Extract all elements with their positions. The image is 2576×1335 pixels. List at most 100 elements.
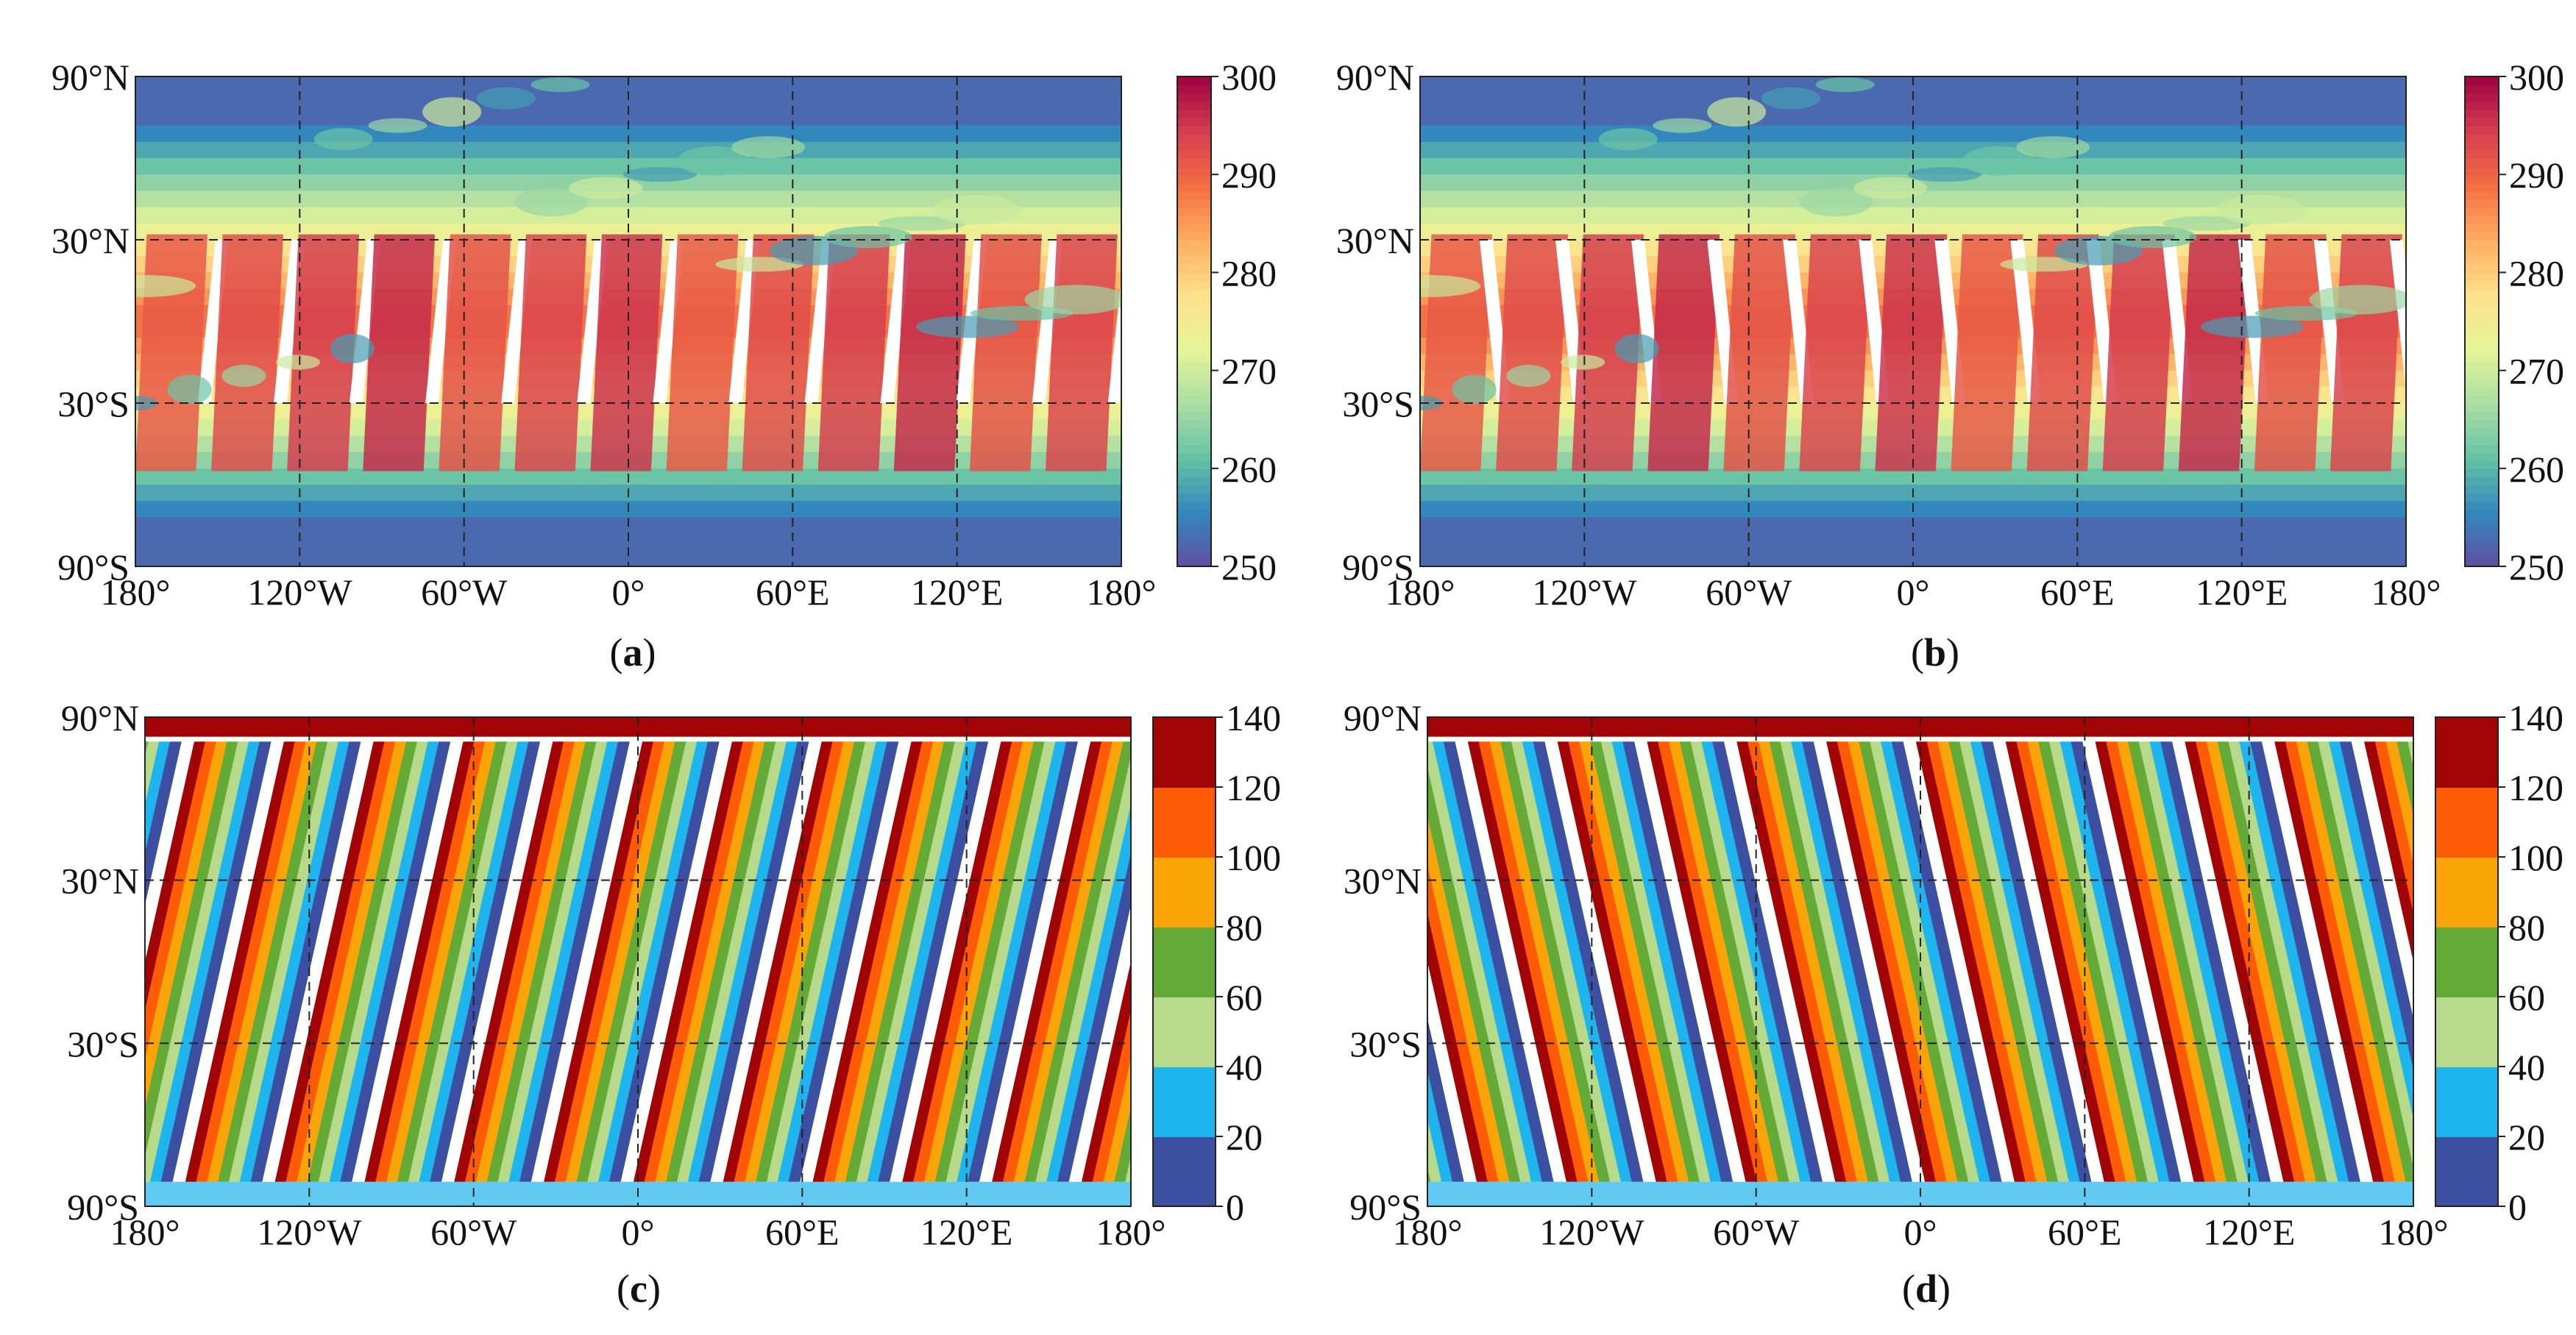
colorbar-segment (1177, 272, 1211, 282)
warm-swath (2102, 234, 2175, 471)
colorbar-segment (1177, 223, 1211, 232)
colorbar-segment (2465, 182, 2499, 192)
orbit-band (576, 741, 687, 1182)
colorbar-tick-label: 250 (2509, 547, 2564, 588)
orbit-band (992, 741, 1102, 1182)
orbit-band (633, 741, 744, 1182)
colorbar-segment (2465, 501, 2499, 510)
warm-swath (2178, 234, 2251, 471)
orbit-band (2027, 741, 2138, 1182)
colorbar-tick-label: 280 (2509, 252, 2564, 293)
orbit-band (968, 741, 1078, 1182)
panel-letter: b (1924, 630, 1946, 674)
orbit-band (1002, 741, 1113, 1182)
orbit-band (608, 741, 720, 1182)
colorbar-segment (1177, 133, 1211, 143)
orbit-band (2196, 741, 2306, 1182)
colorbar-segment (2435, 1136, 2498, 1207)
orbit-band (145, 741, 182, 905)
orbit-band (812, 741, 923, 1182)
orbit-band (308, 741, 418, 1182)
x-tick-label: 60°W (430, 1211, 517, 1253)
orbit-band (519, 741, 630, 1182)
colorbar-segment (1153, 717, 1216, 788)
colorbar-tick-label: 120 (1226, 767, 1281, 808)
panel-letter: a (623, 630, 643, 674)
y-tick-label: 90°N (1336, 57, 1414, 98)
x-tick-label: 60°E (2040, 572, 2115, 613)
orbit-band (185, 741, 296, 1182)
colorbar-segment (1177, 444, 1211, 453)
colorbar-segment (1177, 288, 1211, 298)
orbit-band (1125, 1156, 1131, 1182)
orbit-band (1046, 804, 1131, 1182)
colorbar-segment (1177, 199, 1211, 208)
colorbar-segment (1177, 558, 1211, 567)
orbit-band (1427, 1018, 1464, 1182)
cloud-streak (1452, 374, 1497, 405)
orbit-band (196, 741, 307, 1182)
cloud-streak (476, 87, 536, 110)
warm-swath (363, 234, 436, 471)
plot-area-a (135, 76, 1121, 566)
x-tick-label: 120°W (1539, 1211, 1644, 1253)
x-tick-label: 60°E (2048, 1211, 2122, 1253)
orbit-band (2016, 741, 2127, 1182)
temperature-band (135, 533, 1121, 551)
orbit-band (1959, 741, 2070, 1182)
cloud-streak (1420, 396, 1442, 410)
colorbar-segment (2465, 362, 2499, 371)
colorbar-segment (1177, 101, 1211, 110)
orbit-band (2206, 741, 2317, 1182)
orbit-band (2005, 741, 2116, 1182)
x-tick-label: 0° (1897, 572, 1930, 613)
colorbar-segment (2465, 452, 2499, 461)
colorbar-segment (2465, 125, 2499, 135)
cloud-streak (622, 167, 697, 182)
warm-swath (1572, 234, 1644, 471)
orbit-band (1826, 741, 1937, 1182)
warm-swath (666, 234, 739, 471)
orbit-band (218, 741, 328, 1182)
orbit-band (145, 741, 149, 760)
colorbar-segment (2465, 435, 2499, 445)
orbit-band (1915, 741, 2026, 1182)
colorbar-segment (2465, 264, 2499, 274)
panel-label-c: (c) (617, 1267, 661, 1311)
colorbar-segment (2465, 191, 2499, 200)
colorbar-segment (2435, 857, 2498, 928)
colorbar-segment (2465, 346, 2499, 355)
orbit-band (2565, 741, 2576, 1182)
orbit-band (1568, 741, 1679, 1182)
cloud-streak (915, 316, 1019, 338)
orbit-band (1758, 741, 1869, 1182)
orbit-band (1848, 741, 1959, 1182)
orbit-band (2329, 741, 2413, 1119)
colorbar-tick-label: 290 (1221, 154, 1277, 196)
colorbar-segment (2465, 485, 2499, 494)
colorbar-tick-label: 140 (2508, 697, 2563, 738)
orbit-band (834, 741, 945, 1182)
colorbar-segment (1153, 927, 1216, 997)
orbit-band (1791, 741, 1902, 1182)
orbit-band (486, 741, 597, 1182)
x-tick-label: 60°W (1713, 1211, 1800, 1253)
orbit-band (1736, 741, 1848, 1182)
warm-swath (135, 234, 207, 471)
orbit-band (2149, 741, 2260, 1182)
panel-d: 180° 120°W 60°W 0° 60°E 120°E 180° 90°N 30°N 30°S… (1344, 697, 2576, 1311)
orbit-band (734, 741, 845, 1182)
colorbar-segment (1177, 85, 1211, 94)
orbit-band (497, 741, 608, 1182)
x-tick-label: 0° (612, 572, 645, 613)
colorbar-segment (1177, 296, 1211, 306)
colorbar-segment (1177, 370, 1211, 380)
temperature-band (135, 549, 1121, 566)
colorbar-segment (1177, 256, 1211, 266)
panel-label-b: (b) (1911, 630, 1959, 674)
cloud-streak (1799, 187, 1873, 217)
orbit-band (2339, 741, 2413, 1071)
orbit-band (2250, 741, 2360, 1182)
x-tick-label: 180° (1087, 572, 1157, 613)
warm-swath (287, 234, 360, 471)
